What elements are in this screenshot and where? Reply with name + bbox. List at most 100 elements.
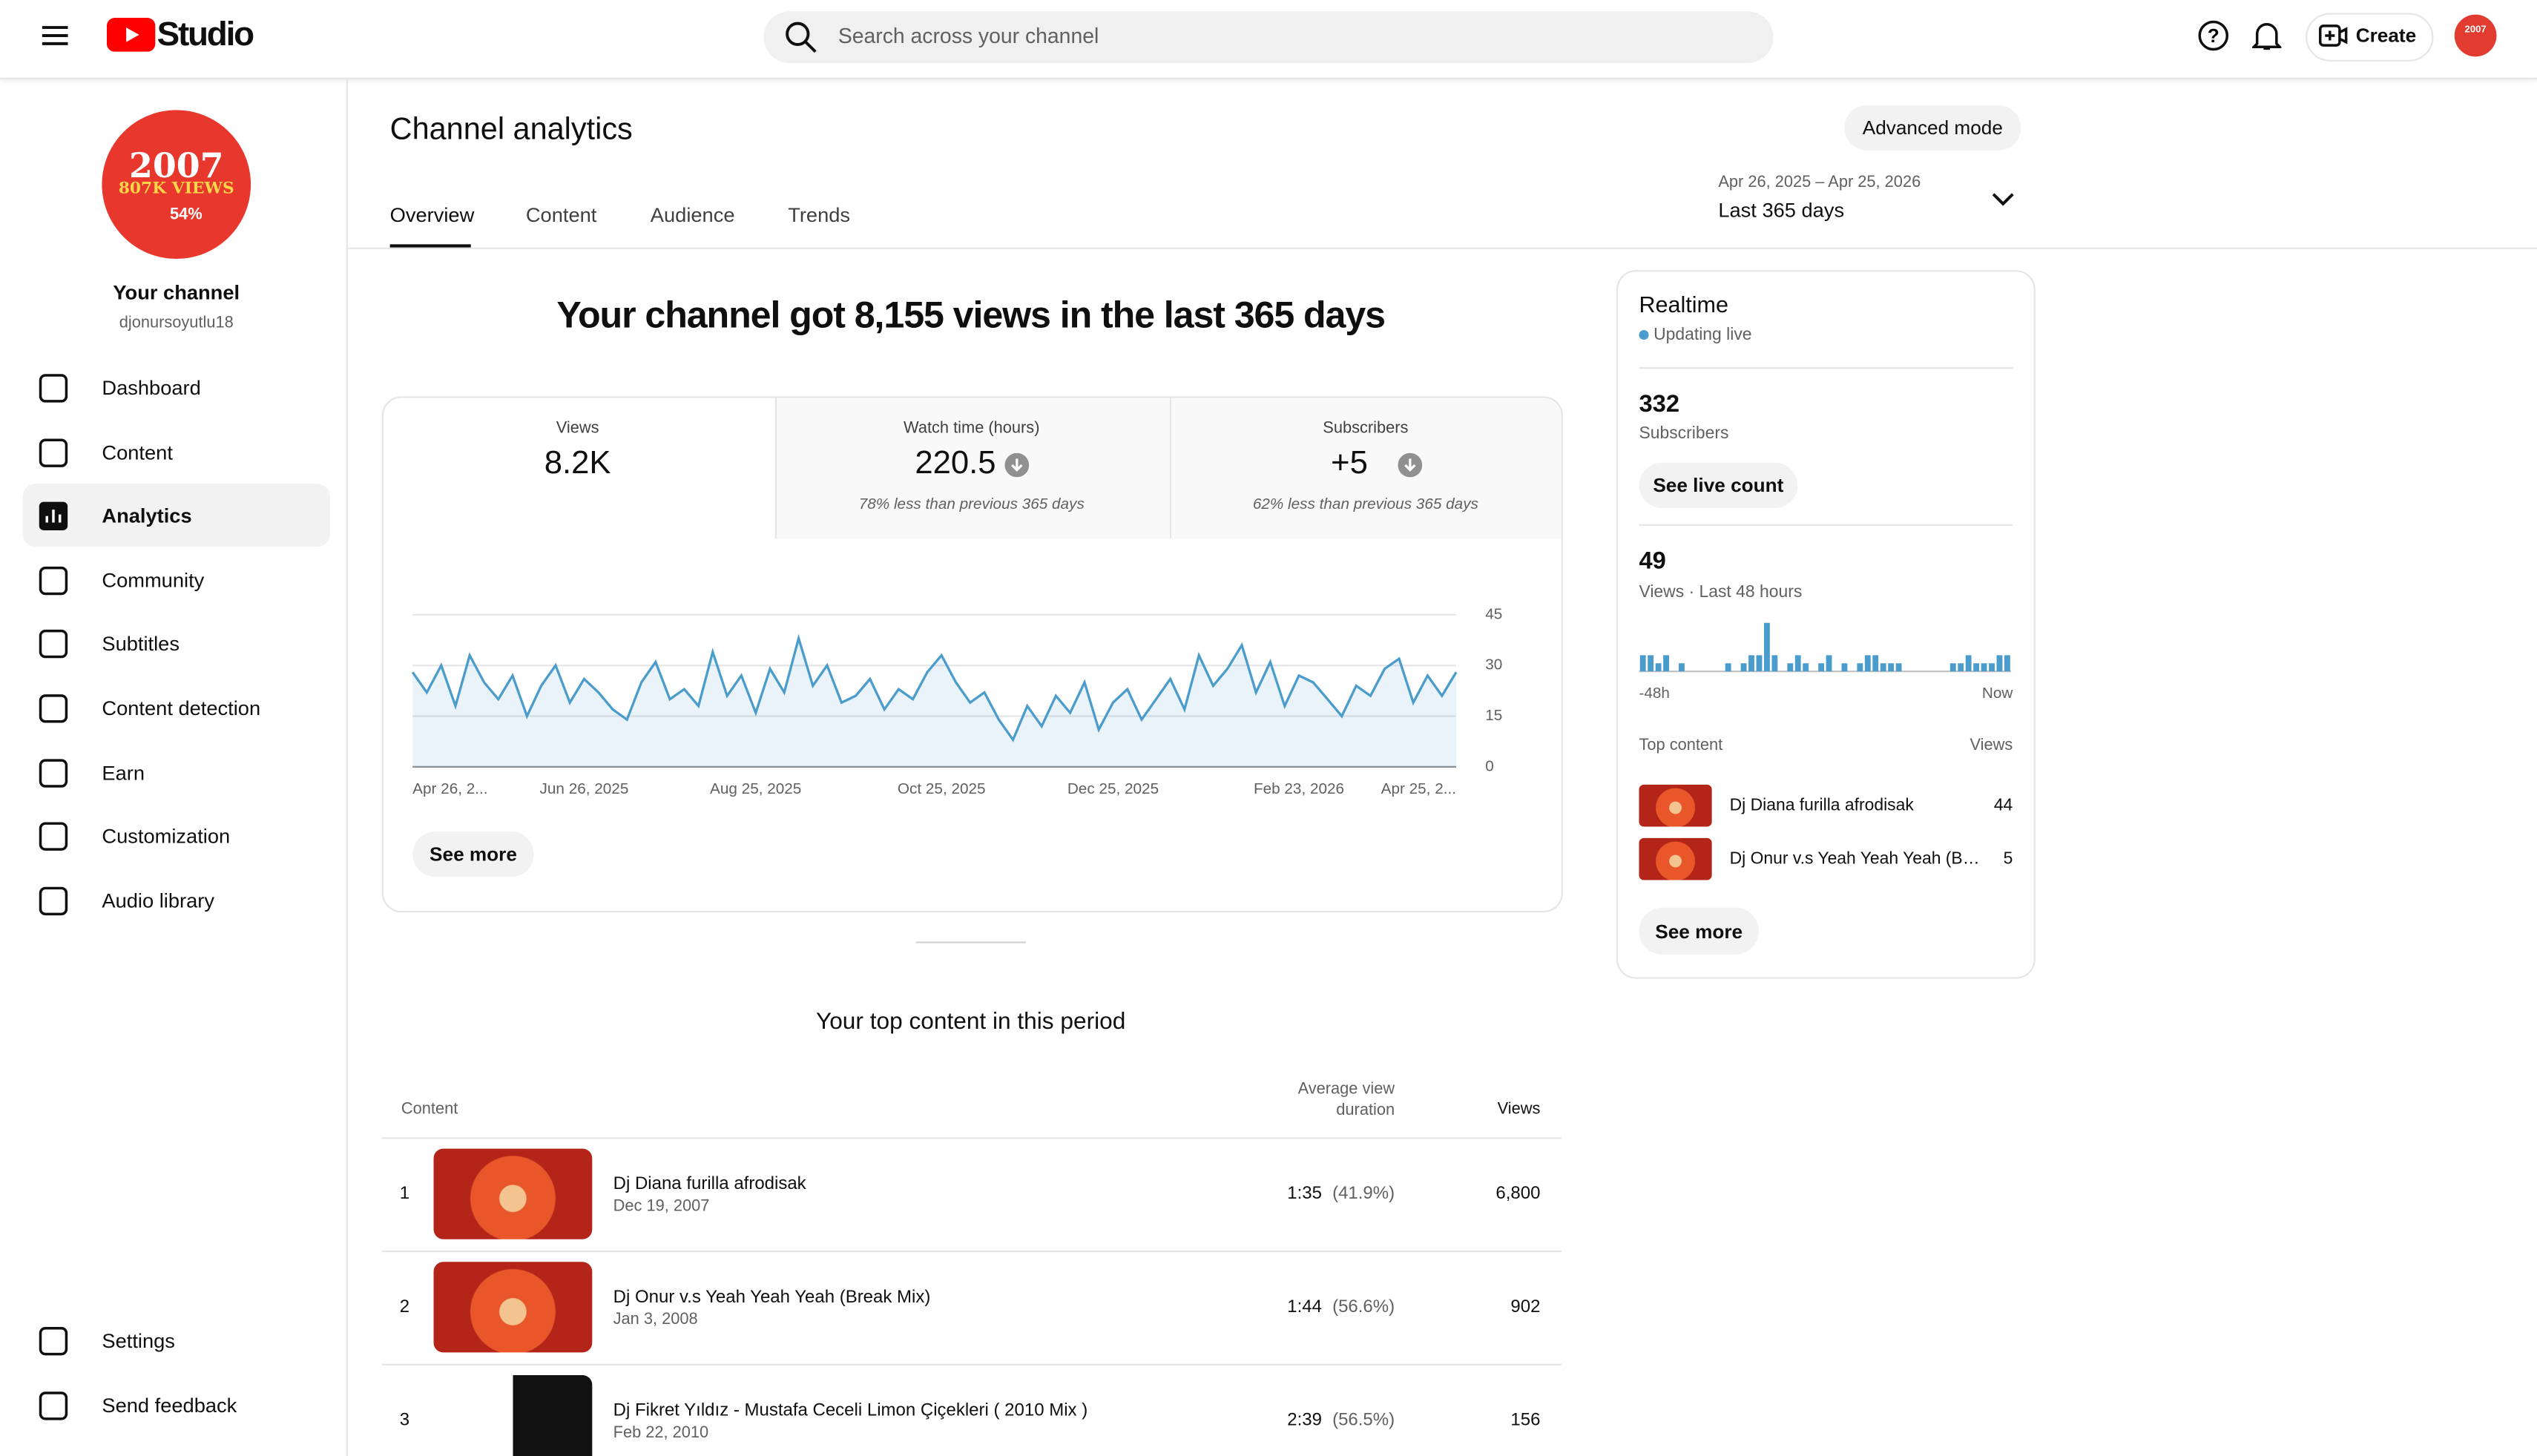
metric-note: 62% less than previous 365 days bbox=[1252, 495, 1478, 514]
tab[interactable]: Trends bbox=[788, 203, 851, 227]
see-live-count-button[interactable]: See live count bbox=[1639, 462, 1798, 508]
metric-label: Watch time (hours) bbox=[904, 420, 1040, 438]
avg-percent: (56.6%) bbox=[1332, 1297, 1395, 1317]
nav-icon bbox=[39, 1391, 68, 1420]
menu-icon[interactable] bbox=[42, 23, 68, 49]
nav-icon bbox=[39, 630, 68, 659]
realtime-title: Realtime bbox=[1639, 291, 1728, 317]
nav-item[interactable]: Audio library bbox=[102, 889, 214, 912]
search-icon[interactable] bbox=[785, 21, 817, 53]
tab-underline bbox=[389, 244, 471, 248]
account-avatar-text: 2007 bbox=[2464, 25, 2487, 36]
nav-item[interactable]: Dashboard bbox=[102, 377, 201, 400]
page-title: Channel analytics bbox=[389, 113, 633, 148]
top-title[interactable]: Dj Diana furilla afrodisak bbox=[1729, 796, 1914, 816]
metric-tab-bg bbox=[1169, 398, 1562, 539]
svg-text:?: ? bbox=[2208, 24, 2220, 47]
table-header: Views bbox=[1497, 1101, 1541, 1119]
icon-shape bbox=[39, 1391, 68, 1420]
period-chevron[interactable] bbox=[1992, 193, 2015, 208]
sidebar bbox=[0, 79, 348, 1456]
avg-duration: 1:35 bbox=[1287, 1184, 1322, 1204]
nav-item[interactable]: Settings bbox=[102, 1329, 175, 1353]
row-divider bbox=[381, 1363, 1562, 1366]
channel-name: Your channel bbox=[113, 281, 240, 305]
down-icon bbox=[1398, 452, 1423, 478]
notifications-icon[interactable] bbox=[2252, 19, 2282, 52]
nav-icon bbox=[39, 1326, 68, 1356]
nav-icon bbox=[39, 566, 68, 595]
metric-value[interactable]: 220.5 bbox=[915, 445, 996, 481]
metric-label: Views bbox=[556, 420, 599, 438]
top-views: 44 bbox=[1993, 796, 2013, 816]
rank: 2 bbox=[399, 1297, 410, 1317]
realtime-status: Updating live bbox=[1654, 325, 1752, 345]
search-box[interactable] bbox=[763, 11, 1774, 64]
rank: 3 bbox=[399, 1410, 410, 1431]
icon-shape bbox=[39, 822, 68, 851]
metric-tab-bg bbox=[774, 398, 1170, 539]
metric-value[interactable]: +5 bbox=[1331, 445, 1368, 481]
avg-percent: (41.9%) bbox=[1332, 1184, 1395, 1204]
video-title[interactable]: Dj Onur v.s Yeah Yeah Yeah (Break Mix) bbox=[613, 1288, 931, 1308]
subscriber-count: 332 bbox=[1639, 390, 1680, 418]
tab[interactable]: Content bbox=[525, 203, 597, 227]
advanced-mode-button[interactable]: Advanced mode bbox=[1844, 105, 2021, 151]
video-date: Feb 22, 2010 bbox=[613, 1424, 709, 1443]
account-avatar[interactable] bbox=[2454, 14, 2497, 57]
icon-shape bbox=[39, 566, 68, 595]
avg-duration: 2:39 bbox=[1287, 1410, 1322, 1431]
icon-shape bbox=[39, 886, 68, 915]
create-label: Create bbox=[2355, 24, 2417, 47]
nav-icon bbox=[39, 438, 68, 467]
help-icon[interactable]: ? bbox=[2197, 19, 2230, 52]
nav-item[interactable]: Analytics bbox=[102, 504, 192, 528]
icon-shape bbox=[39, 630, 68, 659]
nav-item[interactable]: Customization bbox=[102, 825, 231, 849]
top-bar bbox=[0, 0, 2537, 79]
create-icon bbox=[2318, 24, 2348, 47]
row-divider bbox=[381, 1251, 1562, 1253]
period[interactable]: Last 365 days bbox=[1718, 199, 1845, 222]
top-title[interactable]: Dj Onur v.s Yeah Yeah Yeah (B… bbox=[1729, 849, 1980, 869]
tab[interactable]: Audience bbox=[650, 203, 735, 227]
headline: Your channel got 8,155 views in the last… bbox=[556, 293, 1386, 336]
logo-text: Studio bbox=[157, 16, 255, 53]
divider bbox=[1639, 367, 2013, 369]
create-button[interactable] bbox=[2306, 13, 2434, 62]
tab[interactable]: Overview bbox=[389, 203, 475, 227]
realtime-card bbox=[1616, 270, 2036, 979]
nav-item[interactable]: Subtitles bbox=[102, 633, 180, 656]
nav-item[interactable]: Send feedback bbox=[102, 1394, 237, 1417]
icon-shape bbox=[39, 694, 68, 723]
nav-item[interactable]: Content bbox=[102, 441, 173, 464]
thumbnail[interactable] bbox=[433, 1262, 593, 1353]
top-views-header: Views bbox=[1970, 737, 2013, 755]
thumbnail[interactable] bbox=[1639, 784, 1712, 827]
realtime-see-more[interactable]: See more bbox=[1639, 907, 1759, 955]
video-title[interactable]: Dj Fikret Yıldız - Mustafa Ceceli Limon … bbox=[613, 1400, 1088, 1421]
search-placeholder: Search across your channel bbox=[838, 23, 1099, 48]
nav-item[interactable]: Community bbox=[102, 569, 205, 592]
icon-shape bbox=[1404, 458, 1416, 472]
date-range: Apr 26, 2025 – Apr 25, 2026 bbox=[1718, 174, 1921, 192]
thumbnail[interactable] bbox=[433, 1148, 593, 1239]
divider bbox=[1639, 524, 2013, 526]
nav-item[interactable]: Earn bbox=[102, 761, 145, 784]
see-more-button[interactable]: See more bbox=[412, 831, 534, 877]
nav-icon bbox=[39, 374, 68, 403]
header-divider bbox=[346, 247, 2537, 249]
nav-item[interactable]: Content detection bbox=[102, 697, 261, 720]
nav-icon bbox=[39, 694, 68, 723]
video-title[interactable]: Dj Diana furilla afrodisak bbox=[613, 1174, 806, 1194]
channel-avatar[interactable] bbox=[102, 110, 251, 259]
thumbnail[interactable] bbox=[1639, 837, 1712, 880]
nav-highlight bbox=[22, 484, 330, 547]
logo-icon[interactable] bbox=[106, 17, 156, 52]
down-icon bbox=[1004, 452, 1029, 478]
metric-value[interactable]: 8.2K bbox=[544, 445, 611, 481]
top-views: 5 bbox=[2003, 849, 2013, 869]
thumbnail[interactable] bbox=[433, 1374, 593, 1456]
